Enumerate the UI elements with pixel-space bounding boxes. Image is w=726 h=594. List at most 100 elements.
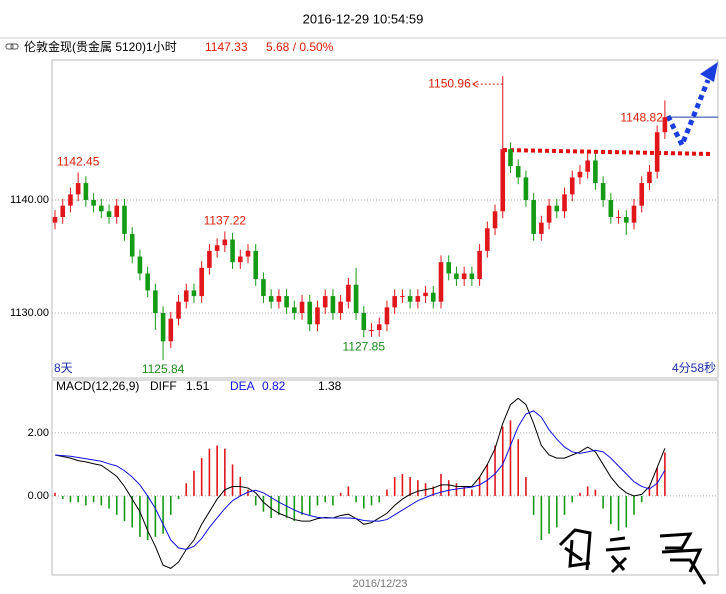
candle-body: [160, 313, 166, 342]
candle-body: [662, 117, 668, 133]
candle-body: [75, 183, 81, 195]
candle-body: [129, 233, 135, 257]
last-price: 1147.33: [205, 40, 248, 54]
candle-body: [353, 284, 359, 314]
legend-diff-value: 1.51: [186, 379, 210, 393]
signature: [558, 528, 707, 585]
high-label: 1150.96: [428, 76, 471, 90]
candle-body: [639, 183, 645, 206]
candle-body: [477, 250, 482, 280]
y-tick-label: 1130.00: [10, 307, 49, 319]
candle-body: [415, 296, 421, 302]
y-tick-label: 0.00: [28, 490, 49, 502]
candle-body: [546, 205, 552, 223]
candle-body: [523, 177, 529, 201]
macd-line: [54, 410, 666, 551]
candle-body: [268, 296, 274, 302]
candle-body: [485, 228, 490, 251]
trend-arrow: [665, 79, 711, 152]
candle-body: [253, 250, 259, 280]
candle-body: [222, 239, 228, 246]
high-label: 1148.82: [620, 111, 663, 125]
legend-dea-value: 0.82: [262, 379, 286, 393]
legend-macd-value: 1.38: [318, 379, 342, 393]
candle-body: [307, 301, 313, 325]
trend-arrowhead: [700, 62, 718, 82]
countdown: 4分58秒: [672, 361, 716, 375]
candle-body: [531, 200, 536, 234]
link-icon: [5, 43, 19, 50]
candle-body: [284, 296, 289, 308]
price-change: 5.68 / 0.50%: [266, 40, 334, 54]
timestamp: 2016-12-29 10:54:59: [303, 11, 424, 26]
candle-body: [654, 132, 660, 172]
candle-body: [361, 313, 367, 330]
candle-body: [392, 296, 397, 308]
candle-body: [569, 177, 575, 195]
candle-body: [600, 183, 606, 201]
candle-body: [245, 250, 251, 257]
candle-body: [261, 279, 266, 297]
candle-body: [60, 205, 66, 217]
high-label: 1137.22: [204, 214, 247, 228]
candle-body: [539, 222, 544, 234]
candle-body: [168, 318, 174, 342]
candle-body: [299, 301, 305, 314]
candle-body: [191, 290, 197, 297]
legend-diff: DIFF: [150, 379, 177, 393]
candle-body: [616, 216, 621, 218]
y-tick-label: 1140.00: [10, 194, 49, 206]
candle-body: [593, 160, 598, 184]
candle-body: [423, 292, 428, 297]
candle-body: [554, 205, 560, 212]
x-label: 2016/12/23: [352, 578, 407, 590]
candle-body: [577, 171, 583, 178]
candle-body: [230, 239, 235, 263]
candle-body: [322, 296, 328, 308]
candle-body: [106, 211, 112, 217]
candle-body: [562, 194, 567, 212]
macd-line: [54, 397, 666, 569]
candle-body: [508, 149, 513, 167]
candle-body: [400, 296, 405, 298]
candle-body: [137, 256, 143, 274]
price-panel: [51, 59, 719, 379]
candle-body: [237, 256, 243, 263]
macd-panel: [51, 379, 719, 576]
candle-body: [608, 200, 614, 217]
candle-body: [99, 205, 104, 212]
candle-body: [407, 296, 413, 302]
candle-body: [376, 324, 382, 330]
macd-title: MACD(12,26,9): [56, 379, 139, 393]
candle-body: [647, 171, 652, 184]
candle-body: [346, 284, 351, 302]
high-pointer-head: [472, 80, 479, 88]
candle-body: [122, 205, 127, 234]
candle-body: [199, 267, 204, 297]
candle-body: [338, 301, 343, 314]
candle-body: [585, 160, 590, 172]
candle-body: [145, 273, 150, 291]
candle-body: [430, 292, 436, 302]
candle-body: [515, 166, 521, 178]
candle-body: [276, 296, 282, 302]
candle-body: [631, 205, 637, 223]
candle-body: [469, 273, 475, 280]
candle-body: [500, 149, 506, 212]
candle-body: [369, 329, 374, 331]
candle-body: [207, 250, 212, 268]
candle-body: [492, 211, 498, 229]
candle-body: [176, 301, 181, 319]
candle-body: [623, 216, 629, 223]
legend-dea: DEA: [230, 379, 255, 393]
low-label: 1125.84: [142, 362, 185, 376]
span-label: 8天: [54, 361, 73, 375]
candle-body: [52, 216, 58, 223]
candle-body: [461, 273, 467, 280]
candle-body: [68, 194, 73, 206]
candle-body: [446, 262, 452, 274]
candle-body: [83, 183, 89, 201]
low-label: 1127.85: [343, 339, 386, 353]
